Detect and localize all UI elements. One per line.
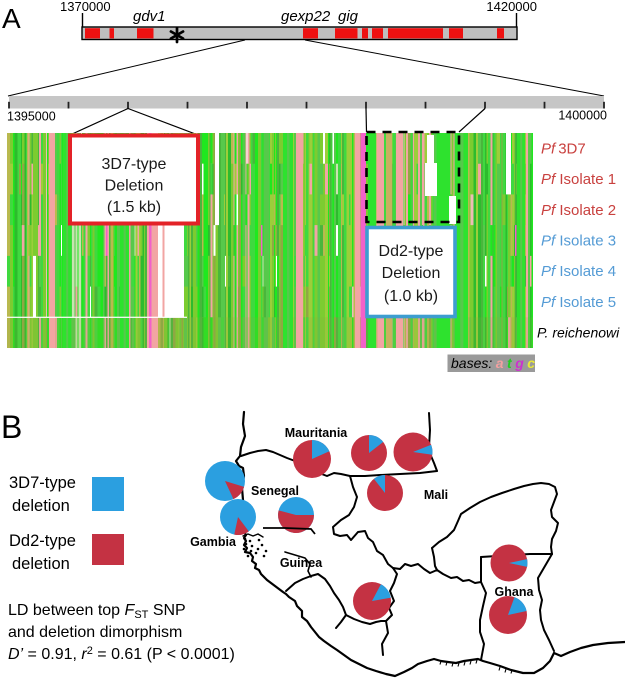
svg-text:Pf Isolate 4: Pf Isolate 4	[541, 263, 616, 280]
svg-text:1370000: 1370000	[60, 0, 111, 14]
svg-text:3D7-type: 3D7-type	[102, 156, 167, 173]
svg-text:Mali: Mali	[424, 488, 448, 502]
svg-text:Pf Isolate 1: Pf Isolate 1	[541, 171, 616, 188]
svg-text:Senegal: Senegal	[251, 484, 299, 498]
svg-text:Deletion: Deletion	[382, 265, 441, 282]
svg-text:Pf 3D7: Pf 3D7	[541, 141, 586, 158]
svg-text:(1.5 kb): (1.5 kb)	[107, 199, 161, 216]
svg-text:Guinea: Guinea	[280, 556, 323, 570]
svg-text:Mauritania: Mauritania	[285, 426, 349, 440]
svg-text:Deletion: Deletion	[105, 178, 164, 195]
svg-text:Gambia: Gambia	[190, 535, 237, 549]
svg-text:P. reichenowi: P. reichenowi	[537, 325, 620, 341]
svg-text:B: B	[1, 409, 22, 445]
svg-text:3D7-type: 3D7-type	[9, 474, 76, 492]
svg-text:gig: gig	[338, 8, 359, 25]
svg-text:Pf Isolate 5: Pf Isolate 5	[541, 294, 616, 311]
svg-text:1420000: 1420000	[486, 0, 537, 14]
svg-text:gdv1: gdv1	[133, 8, 166, 25]
svg-text:deletion: deletion	[12, 555, 70, 573]
svg-text:Dd2-type: Dd2-type	[379, 243, 444, 260]
svg-text:deletion: deletion	[12, 497, 70, 515]
svg-text:Pf Isolate 3: Pf Isolate 3	[541, 233, 616, 250]
svg-text:Dd2-type: Dd2-type	[9, 532, 76, 550]
svg-text:and deletion dimorphism: and deletion dimorphism	[8, 624, 182, 641]
svg-text:LD between top FST SNP: LD between top FST SNP	[8, 602, 186, 621]
svg-text:gexp22: gexp22	[281, 8, 331, 25]
svg-text:Ghana: Ghana	[495, 585, 535, 599]
svg-text:1400000: 1400000	[558, 109, 607, 123]
svg-text:Pf Isolate 2: Pf Isolate 2	[541, 202, 616, 219]
svg-text:D’ = 0.91, r2 = 0.61 (P < 0.0: D’ = 0.91, r2 = 0.61 (P < 0.0001)	[8, 645, 235, 663]
svg-text:(1.0 kb): (1.0 kb)	[384, 288, 438, 305]
svg-text:A: A	[2, 3, 21, 34]
svg-text:1395000: 1395000	[7, 110, 56, 124]
